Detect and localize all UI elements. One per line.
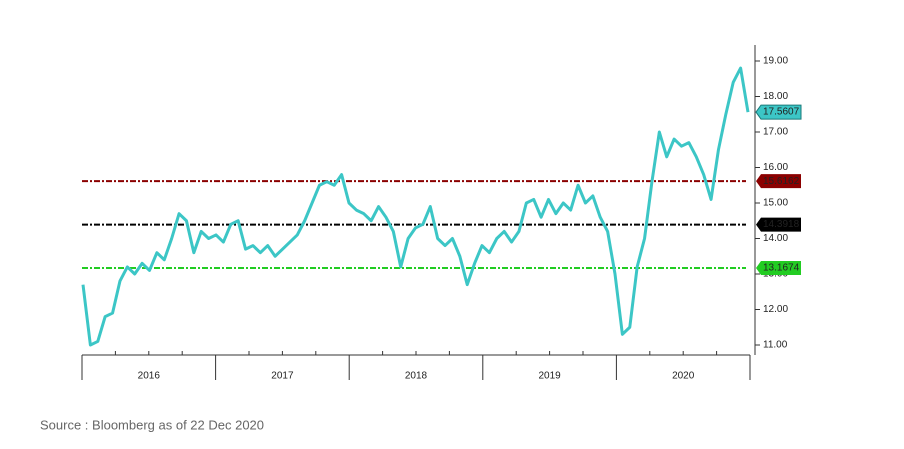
source-note: Source : Bloomberg as of 22 Dec 2020 bbox=[40, 417, 264, 432]
x-tick-label: 2019 bbox=[538, 371, 561, 382]
data-line bbox=[81, 66, 750, 347]
x-tick-label: 2016 bbox=[138, 371, 161, 382]
reference-label: 15.6162 bbox=[763, 176, 800, 187]
y-tick-label: 19.00 bbox=[763, 56, 788, 67]
y-tick-label: 18.00 bbox=[763, 91, 788, 102]
y-tick-label: 11.00 bbox=[763, 340, 788, 351]
last-value-flag bbox=[755, 104, 802, 120]
last-value-label: 17.5607 bbox=[763, 107, 800, 118]
y-tick-label: 17.00 bbox=[763, 127, 788, 138]
x-tick-label: 2020 bbox=[672, 371, 695, 382]
y-tick-label: 12.00 bbox=[763, 304, 788, 315]
reference-flag bbox=[756, 174, 801, 189]
reference-flag bbox=[756, 217, 801, 232]
reference-flag bbox=[756, 261, 801, 276]
y-tick-label: 16.00 bbox=[763, 162, 788, 173]
y-tick-label: 15.00 bbox=[763, 198, 788, 209]
y-tick-label: 14.00 bbox=[763, 233, 788, 244]
reference-label: 13.1674 bbox=[763, 263, 800, 274]
x-tick-label: 2018 bbox=[405, 371, 428, 382]
x-tick-label: 2017 bbox=[271, 371, 294, 382]
reference-label: 14.3918 bbox=[763, 219, 800, 230]
